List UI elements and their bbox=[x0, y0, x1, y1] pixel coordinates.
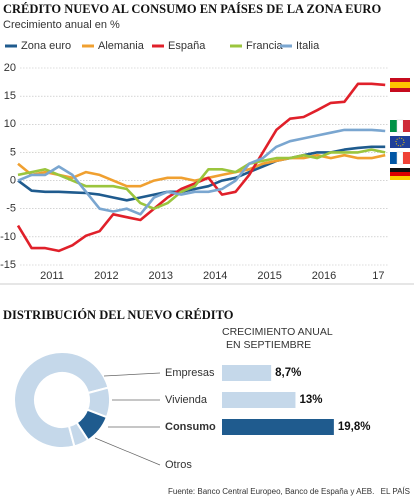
donut-segment bbox=[67, 421, 90, 448]
donut-segment bbox=[13, 351, 110, 449]
series-line bbox=[17, 128, 386, 216]
flags bbox=[390, 78, 410, 180]
legend-label: Alemania bbox=[98, 40, 145, 52]
chart-title: DISTRIBUCIÓN DEL NUEVO CRÉDITO bbox=[3, 308, 234, 322]
legend-label: España bbox=[168, 40, 206, 52]
series-line bbox=[17, 145, 386, 202]
bar-title: EN SEPTIEMBRE bbox=[226, 339, 311, 351]
x-tick-label: 2016 bbox=[312, 270, 336, 282]
x-tick-label: 2014 bbox=[203, 270, 227, 282]
brand: EL PAÍS bbox=[381, 487, 410, 496]
value-label: 19,8% bbox=[338, 421, 371, 433]
x-tick-label: 2011 bbox=[40, 270, 64, 282]
y-tick-label: 15 bbox=[4, 90, 16, 102]
y-tick-label: 20 bbox=[4, 62, 16, 74]
category-label: Consumo bbox=[165, 421, 216, 433]
bar-title: CRECIMIENTO ANUAL bbox=[222, 326, 333, 338]
chart-title: CRÉDITO NUEVO AL CONSUMO EN PAÍSES DE LA… bbox=[3, 2, 381, 16]
bar bbox=[222, 419, 334, 435]
y-tick-label: -5 bbox=[6, 203, 16, 215]
legend-label: Francia bbox=[246, 40, 284, 52]
x-tick-label: 17 bbox=[372, 270, 384, 282]
chart-subtitle: Crecimiento anual en % bbox=[3, 19, 120, 31]
category-label: Vivienda bbox=[165, 394, 208, 406]
leader-line bbox=[103, 372, 161, 377]
leader-line bbox=[94, 437, 161, 466]
y-tick-label: 5 bbox=[10, 146, 16, 158]
x-tick-label: 2015 bbox=[257, 270, 281, 282]
y-tick-label: -10 bbox=[0, 231, 16, 243]
category-label: Otros bbox=[165, 459, 192, 471]
y-tick-label: -15 bbox=[0, 259, 16, 271]
bar bbox=[222, 392, 296, 408]
x-tick-label: 2012 bbox=[94, 270, 118, 282]
category-label: Empresas bbox=[165, 367, 215, 379]
y-tick-label: 10 bbox=[4, 118, 16, 130]
source: Fuente: Banco Central Europeo, Banco de … bbox=[168, 487, 374, 496]
y-tick-label: 0 bbox=[10, 174, 16, 186]
legend-label: Italia bbox=[296, 40, 320, 52]
value-label: 8,7% bbox=[275, 367, 301, 379]
x-tick-label: 2013 bbox=[149, 270, 173, 282]
series-line bbox=[16, 82, 386, 253]
bar bbox=[222, 365, 272, 381]
value-label: 13% bbox=[299, 394, 322, 406]
legend-label: Zona euro bbox=[21, 40, 71, 52]
